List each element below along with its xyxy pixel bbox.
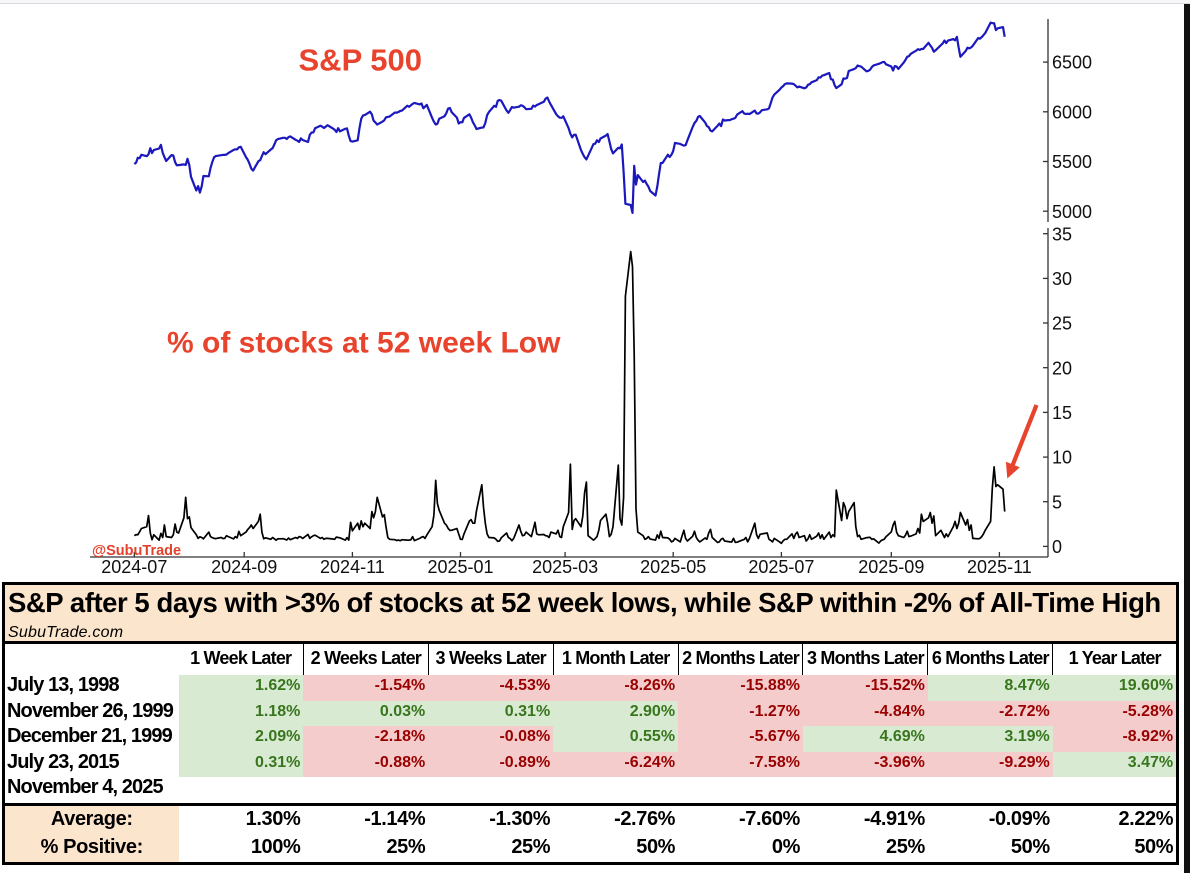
svg-text:5: 5 (1052, 492, 1062, 512)
svg-text:2025-11: 2025-11 (967, 557, 1032, 577)
svg-text:35: 35 (1052, 224, 1072, 244)
svg-text:@SubuTrade: @SubuTrade (92, 543, 181, 559)
svg-text:25: 25 (1052, 314, 1072, 334)
svg-text:0: 0 (1052, 537, 1062, 557)
svg-text:2025-07: 2025-07 (748, 557, 814, 577)
svg-text:20: 20 (1052, 358, 1072, 378)
svg-text:S&P 500: S&P 500 (299, 43, 423, 78)
svg-text:15: 15 (1052, 403, 1072, 423)
svg-text:2024-11: 2024-11 (320, 557, 385, 577)
svg-text:2025-09: 2025-09 (858, 557, 924, 577)
svg-text:2024-07: 2024-07 (101, 557, 167, 577)
svg-text:5500: 5500 (1052, 152, 1092, 172)
svg-text:5000: 5000 (1052, 202, 1092, 222)
svg-text:6000: 6000 (1052, 102, 1092, 122)
svg-text:10: 10 (1052, 448, 1072, 468)
svg-text:2024-09: 2024-09 (211, 557, 277, 577)
svg-text:% of stocks at 52 week Low: % of stocks at 52 week Low (167, 327, 561, 360)
svg-text:2025-03: 2025-03 (532, 557, 598, 577)
svg-text:2025-01: 2025-01 (427, 557, 493, 577)
svg-text:2025-05: 2025-05 (640, 557, 706, 577)
svg-text:6500: 6500 (1052, 53, 1092, 73)
svg-text:30: 30 (1052, 269, 1072, 289)
